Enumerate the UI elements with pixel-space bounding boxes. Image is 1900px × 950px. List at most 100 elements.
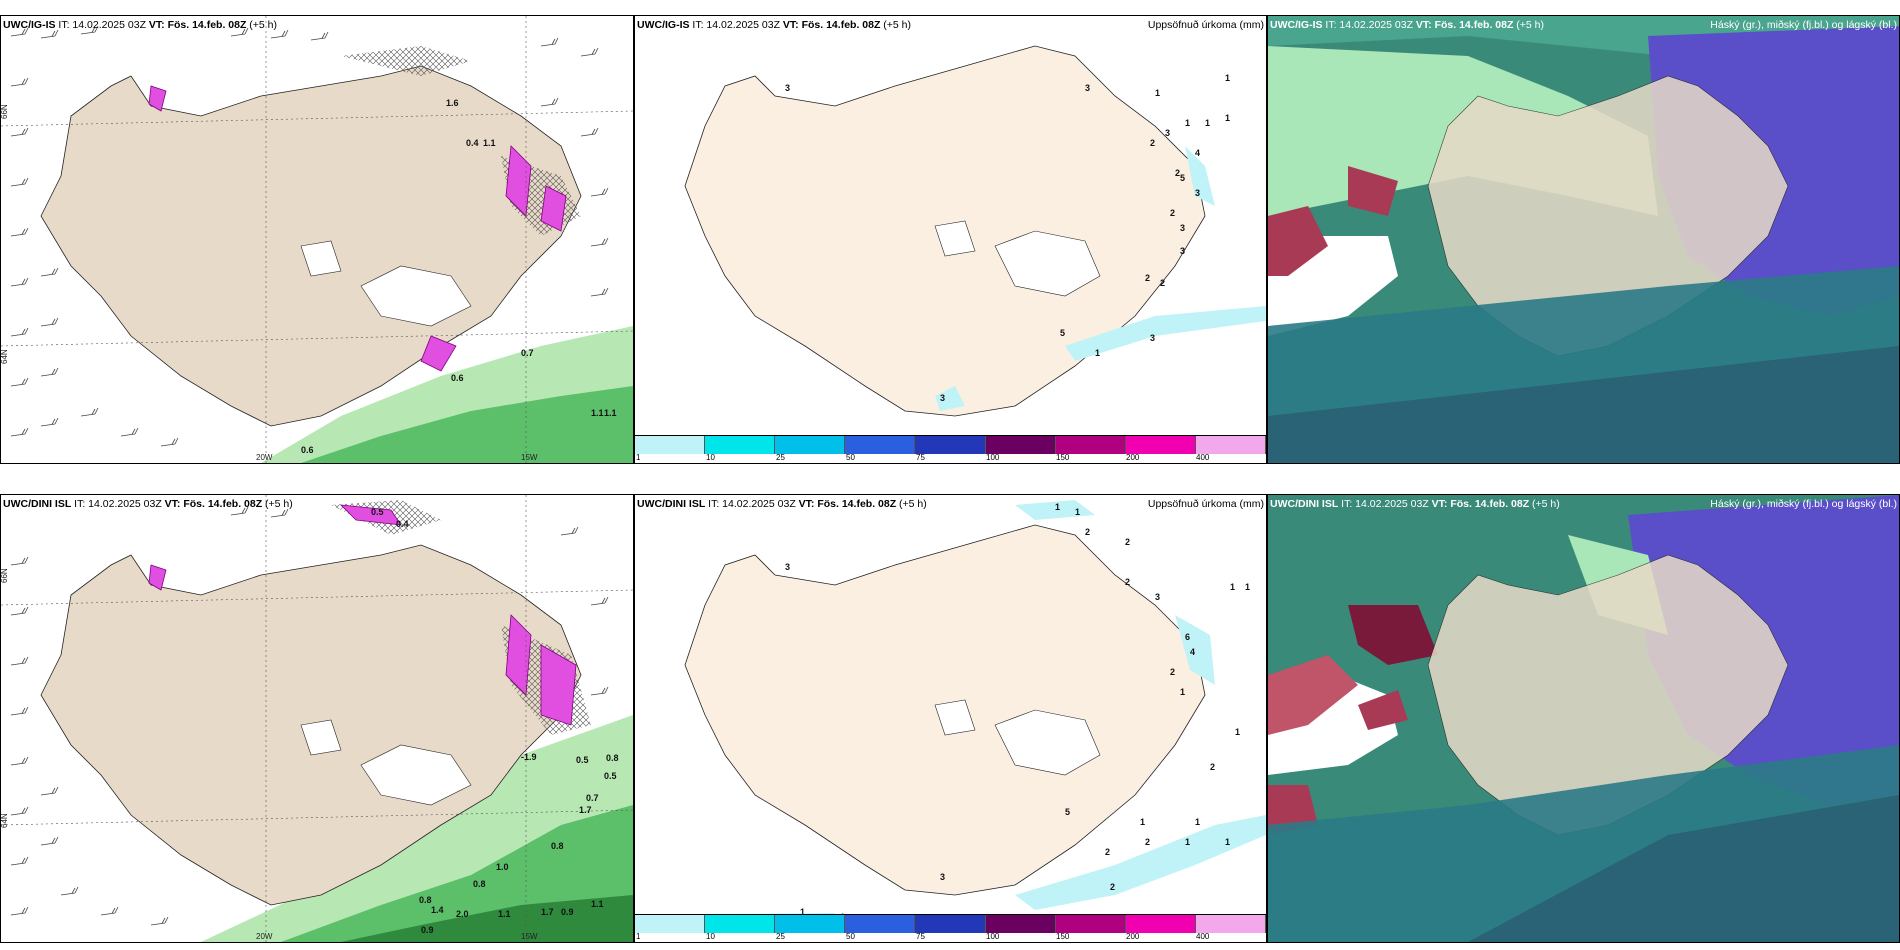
wind-value: 1.0 <box>496 862 509 872</box>
precip-label: 5 <box>1065 807 1070 817</box>
colorbar-bin <box>1195 915 1266 933</box>
precip-label: 3 <box>1195 188 1200 198</box>
wind-value: 0.5 <box>604 771 617 781</box>
precip-label: 2 <box>1150 138 1155 148</box>
colorbar <box>635 914 1266 933</box>
precip-label: 3 <box>1180 246 1185 256</box>
iceland-wind-map: 66N 64N 20W 15W 0.5 0.4 -1.9 0.5 0.8 0.5… <box>1 495 633 942</box>
glacier <box>994 709 1101 776</box>
wind-value: 0.9 <box>421 925 434 935</box>
precip-label: 1 <box>1075 507 1080 517</box>
precip-label: 1 <box>1155 88 1160 98</box>
lon-label-20w: 20W <box>256 932 273 941</box>
wind-value: 1.7 <box>579 805 592 815</box>
colorbar-tick: 50 <box>846 453 855 462</box>
panel-subtitle: Háský (gr.), miðský (fj.bl.) og lágský (… <box>1710 498 1897 510</box>
precip-label: 2 <box>1175 168 1180 178</box>
colorbar-bin <box>1195 436 1266 454</box>
precip-label: 1 <box>800 907 805 917</box>
wind-value: 0.5 <box>576 755 589 765</box>
wind-value: 0.9 <box>561 907 574 917</box>
precip-label: 3 <box>785 83 790 93</box>
glacier <box>994 230 1101 297</box>
precip-label: 3 <box>1085 83 1090 93</box>
glacier <box>360 744 472 806</box>
precip-label: 6 <box>1185 632 1190 642</box>
panel-bottom-right-map: UWC/DINI ISL IT: 14.02.2025 03Z VT: Fös.… <box>1267 494 1900 943</box>
panel-top-right-map: UWC/IG-IS IT: 14.02.2025 03Z VT: Fös. 14… <box>1267 15 1900 464</box>
colorbar <box>635 435 1266 454</box>
panel-title: UWC/IG-IS IT: 14.02.2025 03Z VT: Fös. 14… <box>3 19 278 31</box>
wind-value: 0.8 <box>606 753 619 763</box>
precip-label: 1 <box>1140 817 1145 827</box>
precip-label: 3 <box>940 393 945 403</box>
colorbar-ticks: 1 10 25 50 75 100 150 200 400 <box>635 453 1266 463</box>
precip-label: 3 <box>1155 592 1160 602</box>
lon-label-20w: 20W <box>256 453 273 462</box>
colorbar-bin <box>1055 436 1126 454</box>
colorbar-bin <box>1055 915 1126 933</box>
colorbar-bin <box>985 436 1056 454</box>
lat-label-66n: 66N <box>1 568 9 583</box>
wind-value: 0.6 <box>301 445 314 455</box>
precip-label: 4 <box>1195 148 1200 158</box>
colorbar-tick: 75 <box>916 453 925 462</box>
colorbar-ticks: 1 10 25 50 75 100 150 200 400 <box>635 932 1266 942</box>
precip-label: 1 <box>1225 837 1230 847</box>
precip-label: 3 <box>1150 333 1155 343</box>
panel-subtitle: Uppsöfnuð úrkoma (mm) <box>1147 19 1264 31</box>
precip-label: 1 <box>1205 118 1210 128</box>
colorbar-tick: 1 <box>636 932 641 941</box>
wind-value: 0.5 <box>371 507 384 517</box>
wind-value: 1.4 <box>431 905 444 915</box>
light-precip-area <box>1065 306 1266 361</box>
colorbar-tick: 100 <box>986 932 1000 941</box>
wind-value: 0.6 <box>451 373 464 383</box>
colorbar-tick: 200 <box>1126 453 1140 462</box>
colorbar-bin <box>775 436 846 454</box>
precip-label: 1 <box>1185 118 1190 128</box>
colorbar-tick: 1 <box>636 453 641 462</box>
wind-value: 0.7 <box>521 348 534 358</box>
panel-title: UWC/DINI ISL IT: 14.02.2025 03Z VT: Fös.… <box>637 498 927 510</box>
iceland-wind-map: 66N 64N 20W 15W 1.6 0.4 1.1 0.7 0.6 1.1 … <box>1 16 633 463</box>
wind-value: 0.8 <box>551 841 564 851</box>
colorbar-bin <box>635 436 706 454</box>
precip-label: 2 <box>1145 837 1150 847</box>
colorbar-tick: 400 <box>1196 932 1210 941</box>
lat-label-64n: 64N <box>1 349 9 364</box>
panel-bottom-middle-map: 3 1 1 2 2 2 3 6 4 2 1 1 1 2 5 1 1 1 2 1 … <box>634 494 1267 943</box>
glacier <box>360 265 472 327</box>
colorbar-bin <box>845 915 916 933</box>
light-precip-area <box>1015 500 1095 520</box>
precip-label: 2 <box>1085 527 1090 537</box>
wind-value: 2.0 <box>456 909 469 919</box>
lon-label-15w: 15W <box>521 453 538 462</box>
colorbar-tick: 150 <box>1056 453 1070 462</box>
precip-label: 2 <box>1125 537 1130 547</box>
colorbar-bin <box>915 915 986 933</box>
lat-label-64n: 64N <box>1 813 9 828</box>
precip-label: 1 <box>1195 817 1200 827</box>
colorbar-tick: 25 <box>776 932 785 941</box>
colorbar-tick: 150 <box>1056 932 1070 941</box>
wind-value: 1.6 <box>446 98 459 108</box>
panel-title: UWC/IG-IS IT: 14.02.2025 03Z VT: Fös. 14… <box>1270 19 1545 31</box>
iceland-precip-map: 3 1 1 2 2 2 3 6 4 2 1 1 1 2 5 1 1 1 2 1 … <box>635 500 1266 923</box>
precip-label: 1 <box>1225 73 1230 83</box>
precip-label: 3 <box>785 562 790 572</box>
colorbar-tick: 400 <box>1196 453 1210 462</box>
precip-label: 1 <box>1055 502 1060 512</box>
precip-label: 3 <box>940 872 945 882</box>
precip-label: 1 <box>1095 348 1100 358</box>
iceland-precip-map: 3 3 1 1 1 1 1 2 3 4 5 3 2 3 2 2 2 3 5 1 … <box>684 45 1266 417</box>
precip-label: 2 <box>1105 847 1110 857</box>
precip-label: 1 <box>1235 727 1240 737</box>
colorbar-bin <box>705 436 776 454</box>
precip-label: 2 <box>1110 882 1115 892</box>
precip-label: 5 <box>1060 328 1065 338</box>
precip-label: 2 <box>1170 208 1175 218</box>
panel-title: UWC/DINI ISL IT: 14.02.2025 03Z VT: Fös.… <box>1270 498 1560 510</box>
colorbar-bin <box>635 915 706 933</box>
wind-value: 1.1 <box>604 408 617 418</box>
